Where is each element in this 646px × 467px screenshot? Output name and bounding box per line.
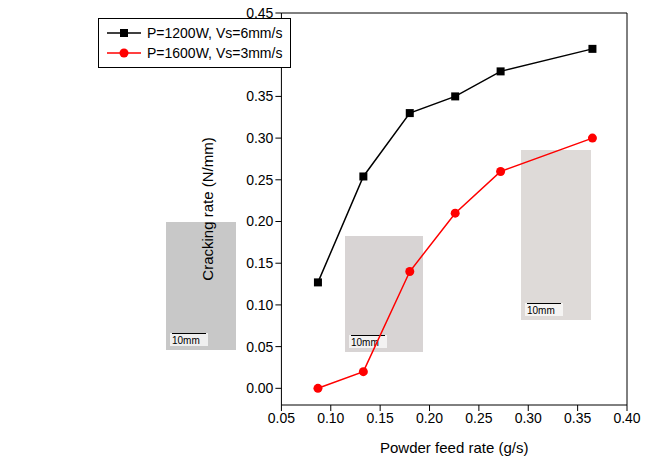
svg-text:0.40: 0.40 [613, 410, 640, 426]
svg-text:0.25: 0.25 [465, 410, 492, 426]
svg-text:0.20: 0.20 [246, 213, 273, 229]
svg-text:0.35: 0.35 [564, 410, 591, 426]
svg-text:0.30: 0.30 [246, 130, 273, 146]
svg-text:0.40: 0.40 [246, 47, 273, 63]
svg-text:0.05: 0.05 [246, 339, 273, 355]
svg-text:0.35: 0.35 [246, 88, 273, 104]
svg-text:0.10: 0.10 [317, 410, 344, 426]
svg-text:0.00: 0.00 [246, 380, 273, 396]
svg-text:0.25: 0.25 [246, 172, 273, 188]
svg-text:0.05: 0.05 [268, 410, 295, 426]
svg-text:0.45: 0.45 [246, 5, 273, 21]
svg-text:0.30: 0.30 [515, 410, 542, 426]
svg-text:0.15: 0.15 [246, 255, 273, 271]
svg-text:0.20: 0.20 [416, 410, 443, 426]
svg-text:Cracking rate (N/mm): Cracking rate (N/mm) [199, 137, 216, 280]
svg-text:Powder feed rate (g/s): Powder feed rate (g/s) [380, 439, 528, 456]
svg-text:0.15: 0.15 [367, 410, 394, 426]
svg-text:0.10: 0.10 [246, 297, 273, 313]
